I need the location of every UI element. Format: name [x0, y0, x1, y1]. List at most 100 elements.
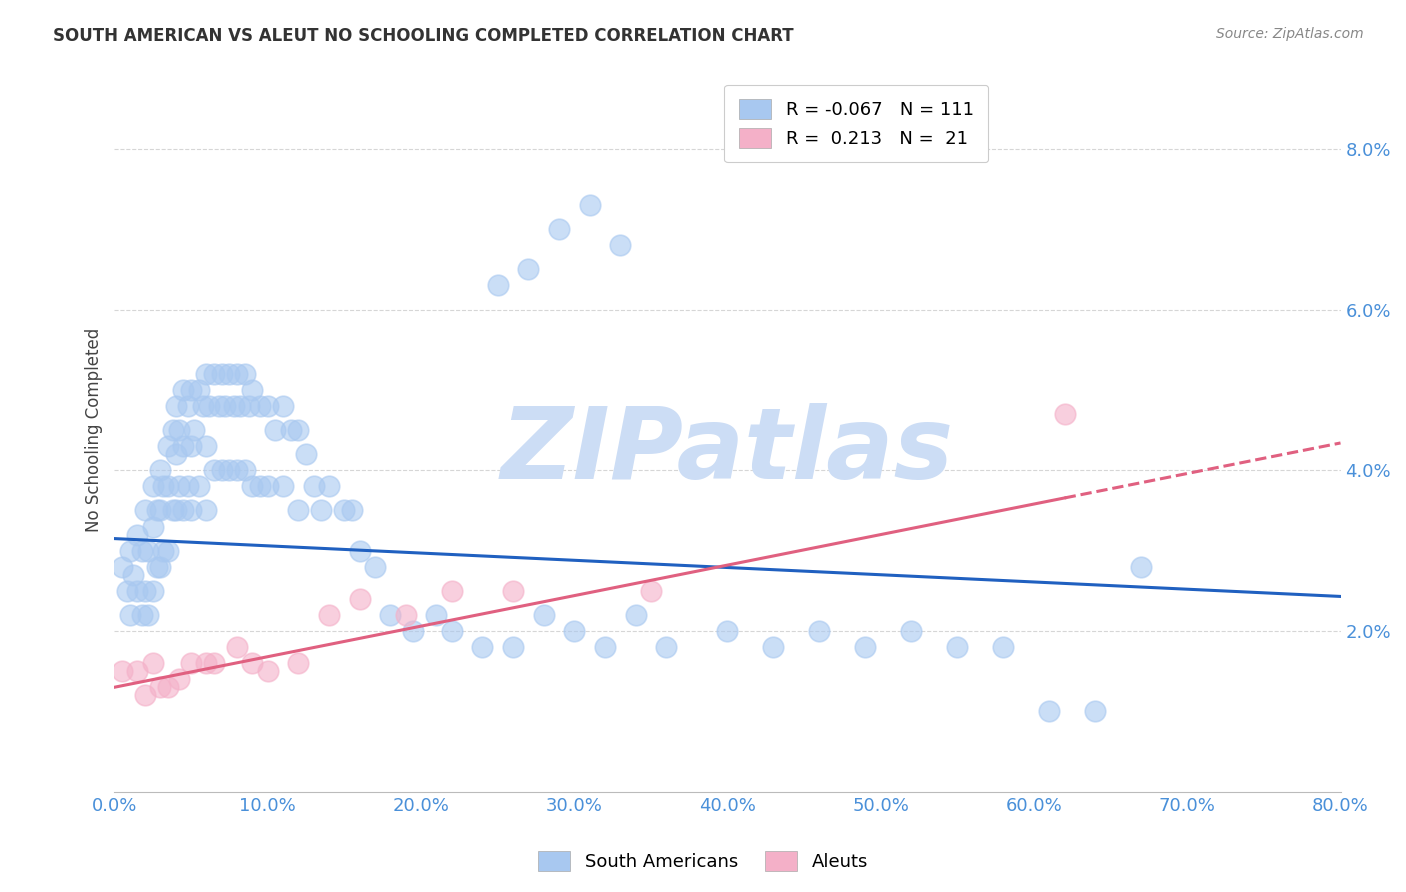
Point	[249, 479, 271, 493]
Point	[180, 503, 202, 517]
Legend: South Americans, Aleuts: South Americans, Aleuts	[530, 844, 876, 879]
Point	[195, 503, 218, 517]
Point	[256, 399, 278, 413]
Point	[240, 383, 263, 397]
Point	[318, 607, 340, 622]
Point	[142, 519, 165, 533]
Point	[134, 503, 156, 517]
Point	[218, 463, 240, 477]
Point	[172, 439, 194, 453]
Point	[136, 607, 159, 622]
Point	[193, 399, 215, 413]
Point	[533, 607, 555, 622]
Point	[165, 399, 187, 413]
Point	[502, 583, 524, 598]
Point	[471, 640, 494, 654]
Point	[609, 238, 631, 252]
Point	[136, 543, 159, 558]
Point	[127, 583, 149, 598]
Point	[152, 479, 174, 493]
Point	[578, 198, 600, 212]
Point	[655, 640, 678, 654]
Point	[380, 607, 402, 622]
Point	[440, 624, 463, 638]
Point	[716, 624, 738, 638]
Point	[218, 367, 240, 381]
Point	[222, 399, 245, 413]
Point	[993, 640, 1015, 654]
Point	[195, 367, 218, 381]
Point	[162, 503, 184, 517]
Point	[640, 583, 662, 598]
Point	[226, 640, 249, 654]
Point	[149, 463, 172, 477]
Point	[547, 222, 569, 236]
Point	[111, 559, 134, 574]
Point	[256, 479, 278, 493]
Point	[146, 559, 169, 574]
Text: SOUTH AMERICAN VS ALEUT NO SCHOOLING COMPLETED CORRELATION CHART: SOUTH AMERICAN VS ALEUT NO SCHOOLING COM…	[53, 27, 794, 45]
Point	[302, 479, 325, 493]
Point	[152, 543, 174, 558]
Point	[121, 567, 143, 582]
Point	[226, 463, 249, 477]
Point	[202, 656, 225, 670]
Point	[1053, 407, 1076, 421]
Point	[118, 607, 141, 622]
Point	[271, 479, 294, 493]
Point	[287, 656, 309, 670]
Point	[187, 479, 209, 493]
Point	[111, 664, 134, 678]
Point	[808, 624, 831, 638]
Point	[180, 656, 202, 670]
Point	[349, 591, 371, 606]
Point	[946, 640, 969, 654]
Text: ZIPatlas: ZIPatlas	[501, 403, 955, 500]
Point	[233, 463, 256, 477]
Point	[364, 559, 387, 574]
Point	[167, 672, 190, 686]
Point	[134, 688, 156, 702]
Point	[202, 367, 225, 381]
Point	[211, 367, 233, 381]
Point	[198, 399, 221, 413]
Point	[142, 583, 165, 598]
Point	[226, 367, 249, 381]
Point	[340, 503, 363, 517]
Point	[195, 439, 218, 453]
Point	[249, 399, 271, 413]
Point	[240, 656, 263, 670]
Point	[195, 656, 218, 670]
Point	[884, 102, 907, 116]
Point	[425, 607, 447, 622]
Point	[240, 479, 263, 493]
Point	[165, 503, 187, 517]
Point	[127, 527, 149, 541]
Point	[167, 479, 190, 493]
Point	[118, 543, 141, 558]
Point	[562, 624, 585, 638]
Point	[214, 399, 236, 413]
Point	[1130, 559, 1153, 574]
Point	[900, 624, 922, 638]
Point	[172, 383, 194, 397]
Point	[855, 640, 877, 654]
Point	[167, 423, 190, 437]
Text: Source: ZipAtlas.com: Source: ZipAtlas.com	[1216, 27, 1364, 41]
Point	[229, 399, 252, 413]
Point	[162, 423, 184, 437]
Point	[624, 607, 647, 622]
Point	[177, 479, 200, 493]
Point	[211, 463, 233, 477]
Point	[264, 423, 287, 437]
Point	[402, 624, 425, 638]
Point	[238, 399, 260, 413]
Point	[256, 664, 278, 678]
Point	[394, 607, 416, 622]
Point	[134, 583, 156, 598]
Point	[177, 399, 200, 413]
Point	[157, 543, 180, 558]
Point	[486, 278, 509, 293]
Point	[146, 503, 169, 517]
Point	[233, 367, 256, 381]
